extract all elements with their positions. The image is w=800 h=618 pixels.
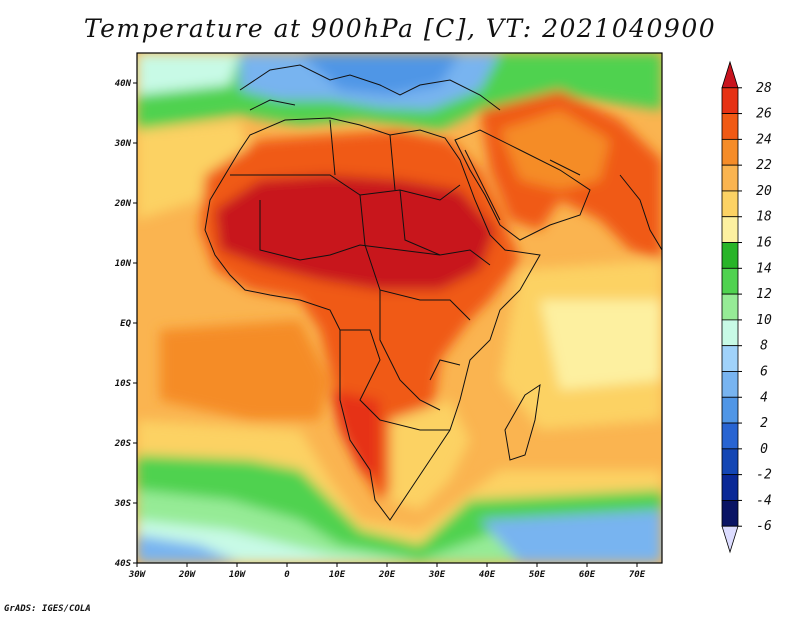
lon-tick-label: 20W (178, 570, 197, 580)
colorbar-segment (721, 319, 739, 347)
colorbar-segment (721, 87, 739, 114)
lon-tick-label: 40E (479, 570, 496, 580)
colorbar-label: 4 (760, 390, 768, 405)
colorbar-segment (721, 60, 739, 89)
colorbar-segment (721, 396, 739, 424)
colorbar-segment (721, 293, 739, 321)
colorbar-label: -6 (756, 519, 772, 534)
lat-tick-label: 30N (114, 139, 132, 149)
colorbar-segment (721, 500, 739, 527)
lat-tick-label: EQ (120, 319, 131, 329)
lat-tick-label: 10N (115, 259, 132, 269)
lon-tick-label: 60E (579, 570, 596, 580)
colorbar-label: 20 (756, 184, 772, 199)
lon-tick-label: 70E (629, 570, 646, 580)
colorbar-label: 2 (760, 416, 768, 431)
colorbar-segment (721, 422, 739, 450)
colorbar-segment (721, 216, 739, 243)
colorbar-label: 16 (756, 236, 772, 251)
colorbar-segment (721, 242, 739, 269)
lat-tick-label: 40S (115, 559, 132, 569)
colorbar-segment (721, 448, 739, 476)
colorbar-segment (721, 138, 739, 166)
colorbar-label: 12 (756, 287, 772, 302)
colorbar-label: 24 (756, 132, 772, 147)
longitude-axis: 30W 20W 10W 0 10E 20E 30E 40E 50E 60E 70E (128, 563, 646, 580)
temperature-field (137, 53, 662, 563)
colorbar-segment (721, 525, 739, 554)
colorbar-label: 26 (756, 107, 772, 122)
colorbar-label: -2 (756, 468, 772, 483)
lat-tick-label: 10S (115, 379, 132, 389)
lon-tick-label: 10W (229, 570, 247, 580)
colorbar-segment (721, 164, 739, 192)
colorbar-segment (721, 345, 739, 372)
colorbar-label: 10 (756, 313, 772, 328)
colorbar-segment (721, 190, 739, 218)
colorbar-label: 8 (760, 339, 768, 354)
colorbar-label: 22 (756, 158, 772, 173)
colorbar-label: 14 (756, 261, 772, 276)
lon-tick-label: 20E (378, 570, 396, 580)
colorbar-label: -4 (756, 493, 772, 508)
colorbar-segment (721, 267, 739, 295)
colorbar-segment (721, 371, 739, 398)
lon-tick-label: 10E (329, 570, 346, 580)
lon-tick-label: 50E (529, 570, 546, 580)
colorbar-label: 0 (760, 442, 768, 457)
latitude-axis: 40N 30N 20N 10N EQ 10S 20S 30S 40S (114, 79, 137, 569)
credit-label: GrADS: IGES/COLA (4, 604, 91, 614)
colorbar-label: 18 (756, 210, 772, 225)
colorbar-segment (721, 113, 739, 140)
lat-tick-label: 20N (114, 199, 132, 209)
lat-tick-label: 30S (114, 499, 132, 509)
colorbar-segment (721, 474, 739, 501)
colorbar-label: 28 (756, 81, 772, 96)
map-frame (136, 52, 663, 564)
map-title: Temperature at 900hPa [C], VT: 202104090… (83, 14, 717, 43)
coastlines (204, 64, 662, 521)
lon-tick-label: 0 (284, 570, 290, 580)
lat-tick-label: 40N (115, 79, 132, 89)
lon-tick-label: 30E (428, 570, 446, 580)
lon-tick-label: 30W (128, 570, 147, 580)
colorbar-label: 6 (760, 364, 768, 379)
lat-tick-label: 20S (114, 439, 132, 449)
